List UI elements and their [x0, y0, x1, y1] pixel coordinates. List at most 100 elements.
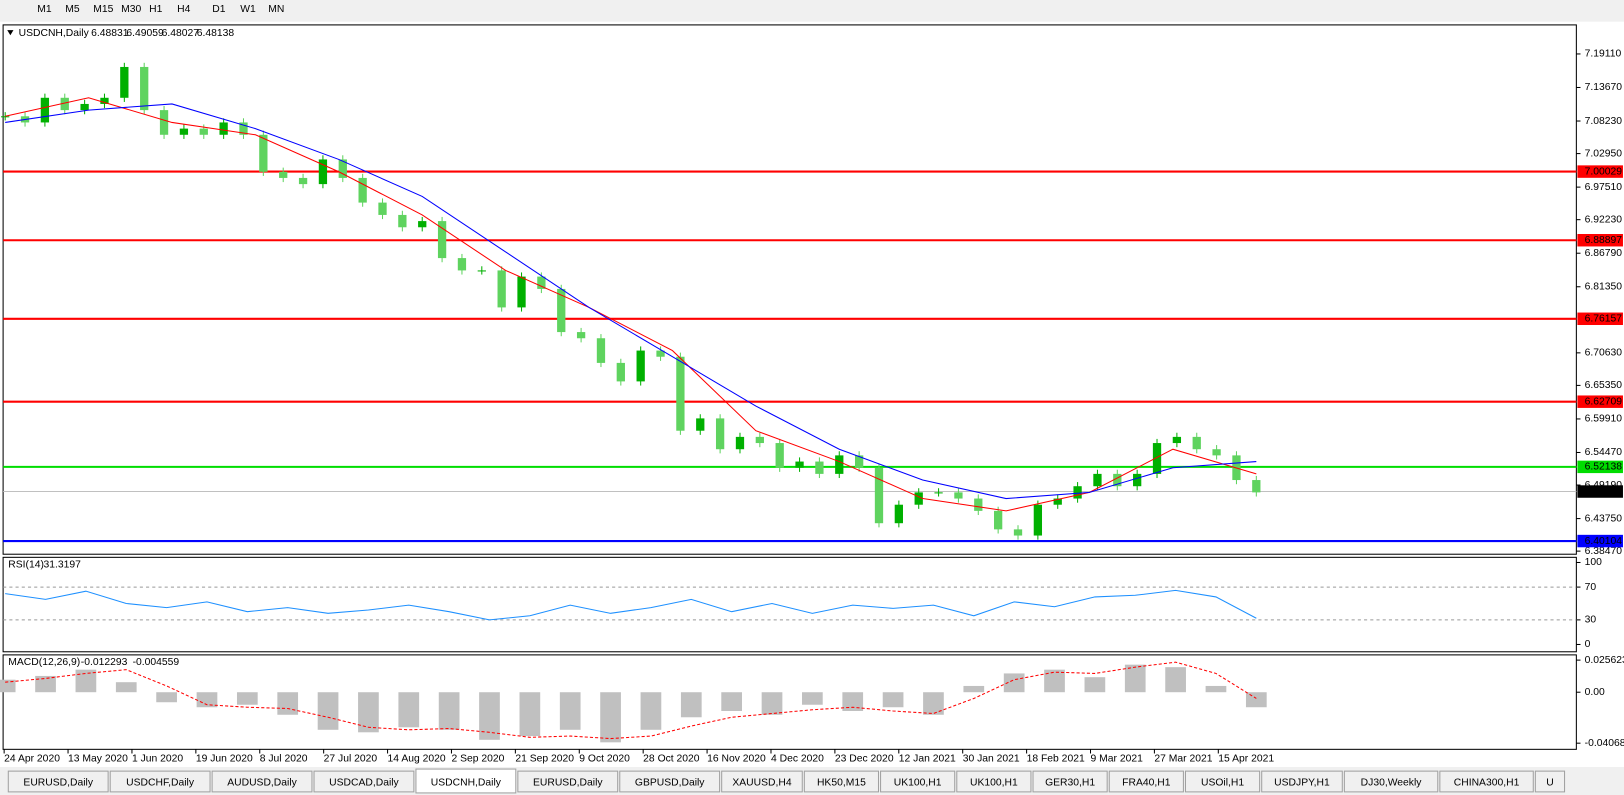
tab-label[interactable]: UK100,H1 [970, 777, 1018, 788]
tab-label[interactable]: FRA40,H1 [1122, 777, 1171, 788]
tab[interactable] [619, 770, 721, 793]
tab[interactable] [1343, 770, 1439, 793]
tab[interactable] [109, 770, 211, 793]
tab-label[interactable]: UK100,H1 [894, 777, 942, 788]
tab[interactable] [1534, 770, 1566, 793]
y-tick-label: 6.81350 [1585, 281, 1623, 292]
candle-body [696, 418, 705, 431]
x-tick-label: 28 Oct 2020 [643, 753, 700, 764]
tab-label[interactable]: EURUSD,Daily [533, 777, 603, 788]
tab-label[interactable]: HK50,M15 [817, 777, 866, 788]
timeframe-button[interactable]: H4 [177, 4, 190, 15]
tab-label[interactable]: GBPUSD,Daily [635, 777, 705, 788]
candle-body [954, 492, 963, 499]
macd-bar [1205, 685, 1227, 693]
macd-panel [2, 654, 1577, 750]
candle-body [477, 270, 486, 272]
candle-body [874, 467, 884, 524]
chart-window [0, 21, 1624, 767]
macd-bar [0, 679, 16, 693]
tab-label[interactable]: U [1546, 777, 1553, 788]
y-tick-label: 6.43750 [1585, 513, 1623, 524]
y-tick-label: -0.040687 [1585, 738, 1624, 749]
candle-body [358, 177, 367, 203]
macd-bar [479, 692, 500, 740]
candle-body [80, 103, 89, 111]
tab[interactable] [1032, 770, 1108, 793]
price-level-label: 6.76157 [1585, 314, 1623, 325]
candle-body [1152, 443, 1162, 474]
tab[interactable] [721, 770, 803, 793]
candle-body [100, 97, 109, 104]
timeframe-button[interactable]: M5 [65, 4, 80, 15]
y-tick-label: 0 [1585, 639, 1591, 650]
indicator-value: -0.012293 [81, 657, 128, 668]
rsi-panel [2, 556, 1577, 653]
timeframe-button[interactable]: MN [268, 4, 284, 15]
timeframe-button[interactable]: W1 [240, 4, 256, 15]
timeframe-button[interactable]: H1 [149, 4, 162, 15]
tab[interactable] [7, 770, 109, 793]
tab-label[interactable]: USOil,H1 [1201, 777, 1244, 788]
candle-body [338, 159, 347, 178]
x-tick-label: 27 Mar 2021 [1154, 753, 1212, 764]
macd-bar [761, 692, 783, 715]
tab[interactable] [956, 770, 1032, 793]
macd-bar [35, 675, 56, 693]
price-level-tag [1577, 165, 1623, 178]
tab[interactable] [880, 770, 956, 793]
macd-bar [842, 692, 864, 712]
tab-label[interactable]: USDCHF,Daily [126, 777, 195, 788]
timeframe-button[interactable]: D1 [212, 4, 225, 15]
tab[interactable] [415, 768, 517, 794]
candle-body [934, 492, 943, 494]
tab[interactable] [1439, 770, 1534, 793]
price-level-label: 6.52138 [1585, 462, 1623, 473]
candle-body [854, 455, 864, 468]
tab-label[interactable]: XAUUSD,H4 [732, 777, 791, 788]
tab-label[interactable]: USDCAD,Daily [329, 777, 399, 788]
candle-body [656, 350, 665, 357]
x-tick-label: 14 Aug 2020 [388, 753, 446, 764]
candle-body [1053, 498, 1062, 505]
price-level-label: 7.00029 [1585, 166, 1623, 177]
timeframe-button[interactable]: M1 [37, 4, 52, 15]
rsi-line [5, 589, 1257, 621]
candle-body [557, 288, 566, 333]
macd-bar [115, 682, 137, 693]
tab[interactable] [313, 770, 415, 793]
tab-label[interactable]: CHINA300,H1 [1454, 777, 1520, 788]
timeframe-button[interactable]: M30 [121, 4, 141, 15]
price-level-tag [1577, 233, 1623, 247]
x-tick-label: 18 Feb 2021 [1027, 753, 1085, 764]
tab-label[interactable]: AUDUSD,Daily [227, 777, 297, 788]
tab[interactable] [1261, 770, 1343, 793]
tab-label[interactable]: USDJPY,H1 [1274, 777, 1330, 788]
y-tick-label: 7.08230 [1585, 116, 1623, 127]
x-tick-label: 4 Dec 2020 [771, 753, 824, 764]
candle-body [1, 116, 10, 118]
candle-body [1093, 473, 1102, 487]
quote-value: 6.48831 [91, 28, 129, 39]
tab[interactable] [803, 770, 880, 793]
indicator-value: -0.004559 [133, 657, 180, 668]
tab-label[interactable]: DJ30,Weekly [1361, 777, 1423, 788]
candle-body [437, 221, 447, 259]
x-tick-label: 2 Sep 2020 [451, 753, 504, 764]
tab-label[interactable]: GER30,H1 [1045, 777, 1095, 788]
x-tick-label: 8 Jul 2020 [260, 753, 308, 764]
candle-body [676, 356, 685, 431]
tab[interactable] [517, 770, 619, 793]
y-tick-label: 6.65350 [1585, 380, 1623, 391]
macd-bar [196, 692, 218, 708]
tab[interactable] [1108, 770, 1184, 793]
y-tick-label: 70 [1585, 582, 1597, 593]
timeframe-button[interactable]: M15 [93, 4, 113, 15]
tab-label[interactable]: EURUSD,Daily [23, 777, 93, 788]
price-level-label: 6.62709 [1585, 396, 1623, 407]
tab[interactable] [1184, 770, 1261, 793]
tab[interactable] [211, 770, 313, 793]
candle-body [795, 461, 804, 468]
tab-label[interactable]: USDCNH,Daily [431, 777, 502, 788]
y-tick-label: 7.19110 [1585, 49, 1622, 60]
